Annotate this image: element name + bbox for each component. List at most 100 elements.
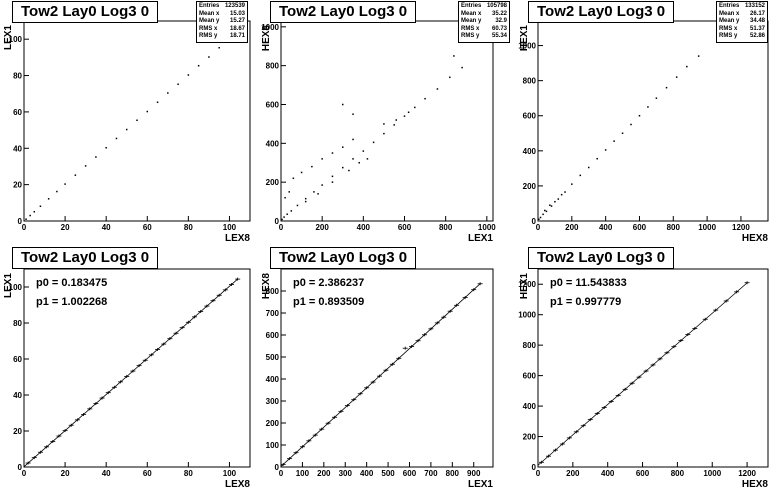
fit-line	[280, 283, 481, 467]
stats-value: 26.17	[749, 10, 765, 17]
x-tick-label: 80	[184, 223, 193, 232]
data-point	[655, 97, 658, 99]
stats-label: RMS x	[461, 25, 480, 32]
stats-value: 15.03	[229, 10, 245, 17]
data-point	[713, 308, 719, 312]
data-point	[111, 385, 117, 389]
data-point	[74, 174, 77, 176]
x-tick-label: 800	[439, 223, 453, 232]
stats-label: RMS y	[199, 33, 218, 40]
stats-label: RMS y	[461, 33, 480, 40]
y-tick-label: 80	[13, 72, 22, 81]
fit-param-p1: p1 = 0.997779	[550, 296, 622, 308]
stats-value: 35.22	[491, 10, 507, 17]
data-point	[192, 315, 198, 319]
data-point	[697, 55, 700, 57]
x-tick-label: 60	[143, 223, 152, 232]
stats-row: Entries 105798	[461, 3, 507, 11]
data-point	[341, 146, 344, 148]
fit-param-p0: p0 = 0.183475	[36, 277, 108, 289]
data-point	[449, 76, 451, 79]
data-point	[685, 332, 691, 336]
data-point	[124, 374, 130, 378]
y-tick-label: 1000	[518, 311, 536, 320]
data-point	[197, 64, 200, 67]
data-point	[395, 119, 398, 121]
data-point	[344, 404, 350, 408]
x-tick-label: 200	[317, 469, 331, 478]
y-axis-label: LEX1	[3, 25, 14, 50]
fit-line	[537, 282, 748, 466]
data-point	[286, 213, 288, 215]
data-point	[539, 216, 542, 219]
stats-row: Mean x 15.03	[199, 11, 245, 19]
data-point	[434, 321, 440, 325]
data-point	[99, 396, 105, 400]
data-point	[545, 454, 551, 458]
y-tick-label: 60	[13, 355, 22, 364]
data-point	[424, 97, 426, 100]
plot-frame	[280, 20, 494, 222]
data-point	[542, 213, 544, 216]
stats-value: 55.34	[491, 33, 507, 40]
data-point	[414, 106, 416, 109]
y-tick-label: 0	[18, 463, 23, 472]
y-tick-label: 0	[275, 463, 280, 472]
data-point	[566, 436, 572, 440]
y-tick-label: 200	[266, 178, 280, 187]
y-tick-label: 40	[13, 144, 22, 153]
x-axis-label: LEX8	[225, 233, 250, 244]
data-point	[686, 65, 688, 68]
data-point	[702, 317, 708, 321]
data-point	[587, 166, 590, 169]
data-point	[594, 412, 600, 416]
stats-row: Entries 133152	[719, 3, 765, 11]
data-point	[409, 344, 415, 348]
data-point	[580, 424, 586, 428]
x-tick-label: 900	[467, 469, 481, 478]
panel-0: 0 20 40 60 80 100 0 20 40 60 80 100 LEX8 LEX1 Tow2 Lay…	[0, 0, 258, 246]
data-point	[312, 433, 318, 437]
data-point	[300, 171, 303, 174]
x-tick-label: 800	[671, 469, 685, 478]
panel-1: 0 200 400 600 800 1000 0 200 400 600 800 1000 LEX1 HE…	[258, 0, 516, 246]
data-point	[208, 56, 210, 58]
stats-label: RMS x	[719, 25, 738, 32]
x-tick-label: 500	[381, 469, 395, 478]
data-point	[125, 128, 128, 131]
stats-value: 52.86	[749, 33, 765, 40]
data-point	[403, 115, 406, 117]
y-tick-label: 400	[266, 139, 280, 148]
data-point	[461, 66, 463, 69]
data-point	[366, 158, 369, 160]
data-point	[210, 299, 216, 303]
data-point	[552, 448, 558, 452]
data-point	[105, 391, 111, 395]
x-tick-label: 1000	[698, 223, 716, 232]
data-point	[148, 353, 154, 357]
stats-box: Entries 123539 Mean x 15.03 Mean y 15.27 RMS x…	[196, 1, 248, 43]
y-tick-label: 600	[523, 372, 537, 381]
y-tick-label: 0	[275, 217, 280, 226]
data-point	[638, 114, 641, 117]
y-axis-label: HEX1	[519, 25, 530, 52]
plot-title: Tow2 Lay0 Log3 0	[270, 1, 417, 23]
data-point	[402, 346, 408, 350]
data-point	[287, 457, 293, 461]
data-point	[364, 386, 370, 390]
plot-svg: 0 200 400 600 800 1000 1200 0 200 400 600 800 1000 12…	[518, 268, 769, 490]
x-tick-label: 300	[339, 469, 353, 478]
data-point	[608, 400, 614, 404]
data-point	[292, 177, 295, 180]
stats-row: RMS x 60.73	[461, 26, 507, 34]
y-tick-label: 0	[18, 217, 23, 226]
data-point	[636, 375, 642, 379]
data-point	[229, 282, 235, 286]
data-point	[167, 92, 169, 94]
stats-value: 51.37	[749, 25, 765, 32]
data-point	[657, 357, 663, 361]
data-point	[544, 209, 546, 212]
y-tick-label: 700	[266, 309, 280, 318]
plot-frame	[537, 268, 769, 468]
